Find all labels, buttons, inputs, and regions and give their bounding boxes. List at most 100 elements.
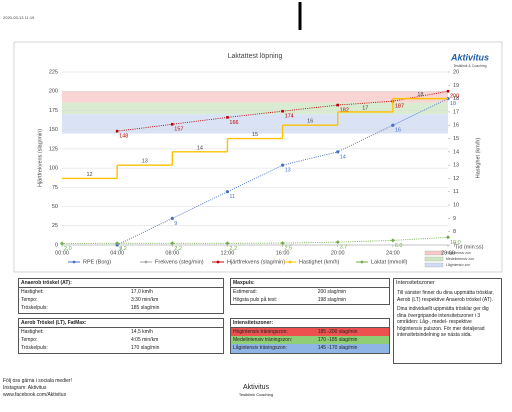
data-label: 13 [285,168,291,174]
table-title: Anaerob tröskel (AT): [19,279,223,288]
x-tick-label: 28:00 [441,250,455,256]
data-label: 6.0 [395,243,403,249]
zones-table: Intensitetszoner: Högintensiv träningszo… [230,318,390,354]
data-label: 182 [340,108,349,114]
cell: Tempo: [21,296,38,303]
x-tick-label: 16:00 [276,250,290,256]
marker [115,241,120,246]
y2-tick-label: 11 [453,189,459,195]
cell: Tröskelpuls: [21,344,48,351]
marker [280,163,285,167]
cell: 4:05 min/km [131,336,159,343]
y-tick-label: 75 [52,185,58,191]
anaerob-table: Anaerob tröskel (AT): Hastighet: 17,0 km/… [18,278,224,314]
y-tick-label: 175 [49,108,58,114]
data-label: 2.2 [119,246,127,252]
zone-legend-swatch [424,256,444,262]
x-tick-label: 08:00 [165,250,179,256]
marker [280,241,285,246]
footer-brand: Aktivitus Testklinik Coaching [226,384,286,398]
cell: 170 -185 slag/min [317,336,358,343]
x-tick-label: 12:00 [221,250,235,256]
data-label: 157 [174,127,183,133]
x-tick-label: 24:00 [386,250,400,256]
cell: 185 slag/min [131,304,160,311]
cell: 198 slag/min [317,296,347,303]
y2-tick-label: 7 [453,242,456,248]
data-label: 2.2 [229,246,237,252]
footer-social: Följ oss gärna i sociala medier! Instagr… [3,378,72,399]
y-tick-label: 0 [55,242,58,248]
info-title: Intensitetszoner [396,280,435,286]
marker [336,150,340,154]
y-tick-label: 100 [49,166,58,172]
data-label: 2.0 [64,246,72,252]
cell: Tröskelpuls: [21,304,48,311]
marker [225,190,230,194]
cell: 200 slag/min [317,288,347,295]
y-tick-label: 225 [49,69,58,75]
legend-label: Laktat (mmol/l) [371,259,408,265]
data-label: 187 [395,104,404,110]
y2-tick-label: 8 [453,229,456,235]
data-label: 13 [142,159,148,165]
chart-title: Laktattest löpning [228,53,283,60]
cell: 145 -170 slag/min [317,344,358,351]
cell: 185 -200 slag/min [317,328,358,335]
marker [225,241,230,246]
info-text: Till vänster finner du dina uppmätta trö… [397,290,494,303]
cell: Hastighet: [21,328,44,335]
data-label: 10.0 [450,240,461,246]
zone-legend-label: Lågintensiv zon [446,263,470,267]
marker [390,238,395,243]
table-title: Intensitetszoner: [231,319,389,328]
cell: Lågintensiv träningszon: [233,344,287,351]
brand-sub: Testklinik & Coaching [453,64,486,68]
cell: Medelintensiv träningszon: [233,336,293,343]
legend-dot [72,260,76,264]
data-label: 18 [417,92,423,98]
cell: Estimerad: [233,288,257,295]
y-tick-label: 200 [49,89,58,95]
marker [335,240,340,245]
series-line [61,236,449,244]
data-label: 2.2 [174,246,182,252]
legend-dot [360,260,364,264]
data-label: 18 [450,101,456,107]
y2-tick-label: 13 [453,163,459,169]
footer-line: Följ oss gärna i sociala medier! [3,378,72,384]
cell: Högintensiv träningszon: [233,328,288,335]
cell: 17,0 km/h [131,288,153,295]
cell: Hastighet: [21,288,44,295]
cell: 3:30 min/km [131,296,159,303]
data-label: 12 [87,172,93,178]
data-label: 174 [285,114,294,120]
cell: 170 slag/min [131,344,160,351]
marker [391,123,395,127]
y2-axis-title: Hastighet (km/h) [475,138,481,179]
data-label: 3.7 [340,245,348,251]
data-label: 14 [197,145,203,151]
legend-dot [216,260,220,264]
data-label: 14 [340,154,346,160]
legend-dot [144,260,148,264]
y2-tick-label: 19 [453,83,459,89]
marker [60,241,64,246]
y-tick-label: 50 [52,204,58,210]
y2-tick-label: 14 [453,149,459,155]
y2-tick-label: 15 [453,136,459,142]
data-label: 16 [395,128,401,134]
y2-tick-label: 17 [453,109,459,115]
cell: Tempo: [21,336,38,343]
legend-label: Frekvens (steg/min) [155,259,204,265]
table-title: Maxpuls: [231,279,389,288]
marker [226,116,229,119]
x-tick-label: 00:00 [55,250,69,256]
marker [336,103,340,107]
maxpuls-table: Maxpuls: Estimerad: 200 slag/min Högsta p… [230,278,390,306]
data-label: 7 [119,247,122,253]
data-label: 166 [229,120,238,126]
data-label: 9 [174,221,177,227]
y2-tick-label: 18 [453,96,459,102]
